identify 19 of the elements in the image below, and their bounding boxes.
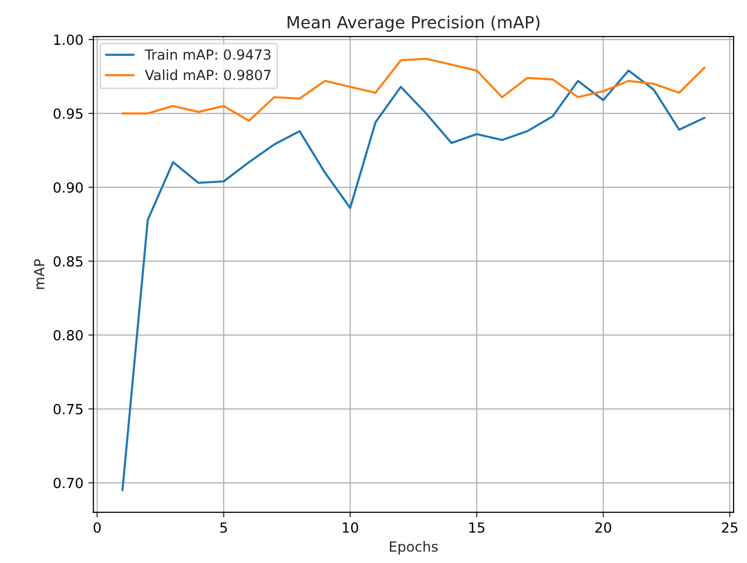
x-tick-label: 10 (342, 522, 358, 533)
y-tick-label: 0.80 (54, 330, 83, 341)
line-series (121, 70, 706, 492)
y-tick-label: 0.70 (54, 478, 83, 488)
chart-title: Mean Average Precision (mAP) (288, 16, 540, 32)
y-tick-label: 1.00 (54, 34, 83, 46)
y-axis-title: mAP (34, 259, 44, 289)
x-tick-label: 5 (220, 522, 227, 533)
y-tick-label: 0.75 (54, 404, 82, 414)
y-tick-label: 0.90 (54, 182, 83, 193)
x-tick-label: 20 (595, 522, 612, 533)
y-tick-label: 0.85 (54, 256, 82, 267)
x-tick-label: 15 (469, 522, 484, 533)
x-tick-label: 25 (722, 522, 738, 533)
legend-label: Train mAP: 0.9473 (144, 49, 270, 60)
x-axis-title: Epochs (390, 541, 438, 554)
y-tick-label: 0.95 (54, 108, 82, 119)
legend-label: Valid mAP: 0.9807 (144, 69, 271, 80)
x-tick-label: 0 (94, 522, 101, 533)
